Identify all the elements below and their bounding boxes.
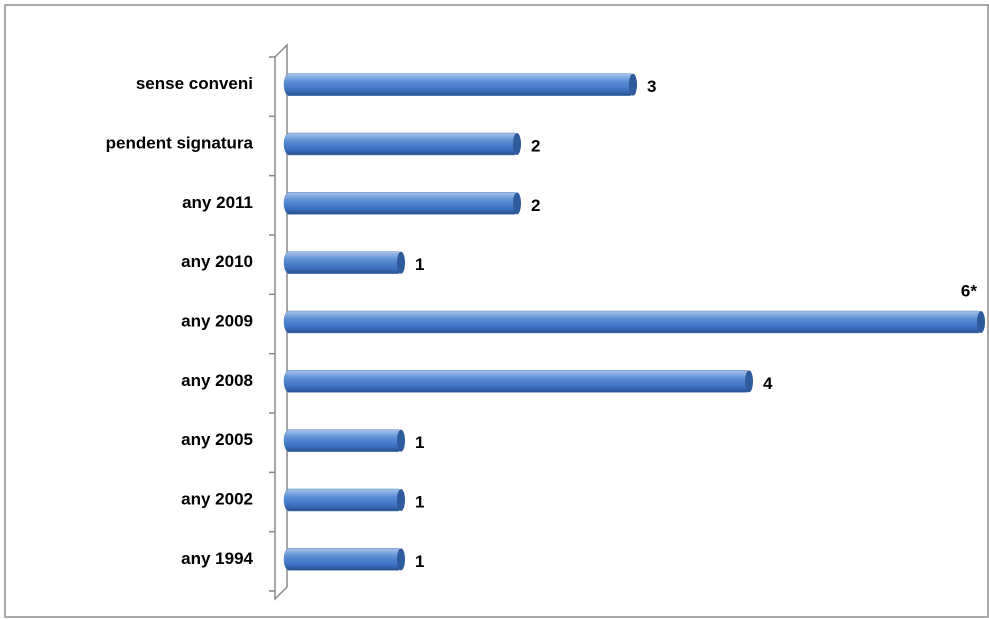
category-axis-wall xyxy=(274,43,288,601)
bar-cap xyxy=(629,73,637,96)
bar-cap xyxy=(397,429,405,452)
value-label: 1 xyxy=(415,492,424,511)
value-label: 1 xyxy=(415,552,424,571)
category-label: any 2002 xyxy=(181,489,253,508)
category-label: any 2011 xyxy=(182,193,253,212)
bar-cap xyxy=(977,311,985,333)
bar xyxy=(283,310,984,334)
category-label: any 2008 xyxy=(181,371,253,390)
value-label: 3 xyxy=(647,77,656,96)
bar-cap xyxy=(513,133,521,155)
category-label: pendent signatura xyxy=(106,133,254,152)
category-label: any 1994 xyxy=(181,549,253,568)
category-label: any 2009 xyxy=(181,311,253,330)
bar xyxy=(283,73,636,96)
value-label: 2 xyxy=(531,136,540,155)
value-label: 1 xyxy=(415,255,424,274)
bar xyxy=(283,132,520,156)
value-label: 2 xyxy=(531,196,540,215)
bar-cap xyxy=(397,548,405,571)
bar xyxy=(283,370,752,393)
category-label: sense conveni xyxy=(136,74,253,93)
bar-cap xyxy=(513,192,521,215)
bar xyxy=(283,251,404,274)
category-label: any 2005 xyxy=(181,430,253,449)
value-label: 1 xyxy=(415,433,424,452)
value-label: 4 xyxy=(763,374,773,393)
bar xyxy=(283,548,404,571)
bar-cap xyxy=(397,251,405,274)
bar xyxy=(283,192,520,215)
bar xyxy=(283,488,404,512)
category-label: any 2010 xyxy=(181,252,253,271)
bar-cap xyxy=(745,370,753,393)
bar-cap xyxy=(397,489,405,511)
value-label: 6* xyxy=(961,281,977,300)
bar xyxy=(283,429,404,452)
